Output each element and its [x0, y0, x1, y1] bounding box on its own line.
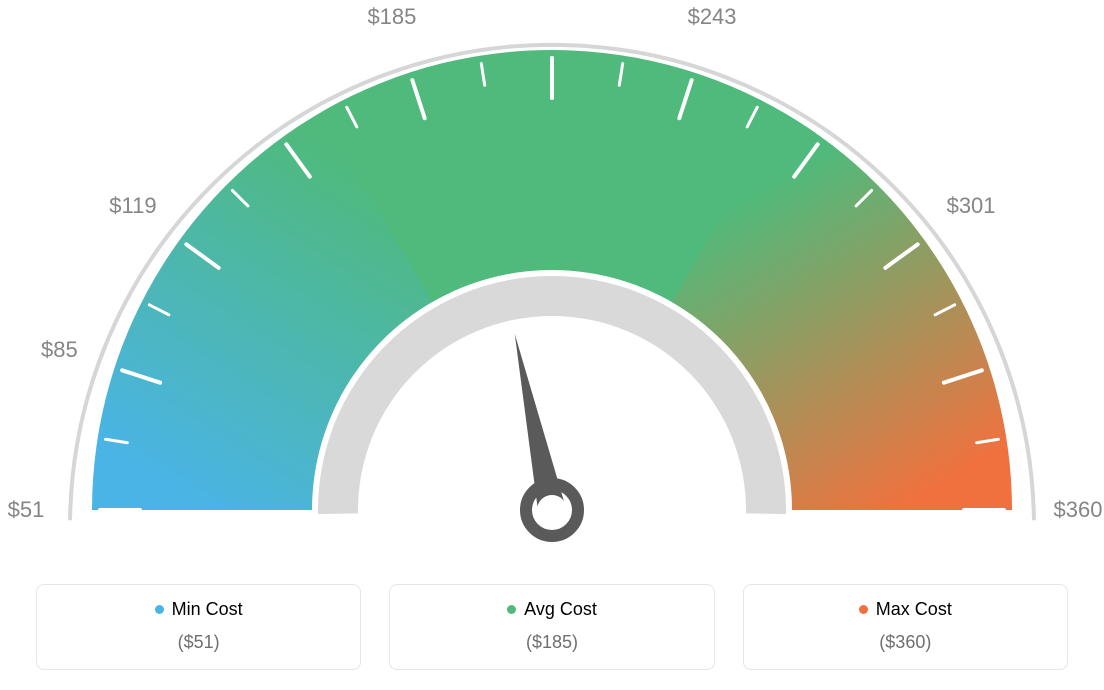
legend-avg-label: Avg Cost	[524, 599, 597, 620]
gauge-scale-label: $185	[367, 4, 416, 30]
legend-min-label: Min Cost	[172, 599, 243, 620]
legend-avg-value: ($185)	[400, 632, 703, 653]
gauge-scale-label: $119	[109, 193, 156, 219]
gauge-chart: $51 $85 $119 $185 $243 $301 $360	[0, 0, 1104, 560]
legend-avg-box: Avg Cost ($185)	[389, 584, 714, 670]
legend-max-label: Max Cost	[876, 599, 952, 620]
legend-max-title: Max Cost	[859, 599, 952, 620]
gauge-scale-label: $51	[8, 497, 45, 523]
legend-max-value: ($360)	[754, 632, 1057, 653]
gauge-scale-label: $85	[41, 337, 78, 363]
legend-min-title: Min Cost	[155, 599, 243, 620]
legend-max-dot-icon	[859, 605, 868, 614]
gauge-scale-label: $301	[947, 193, 996, 219]
legend-min-dot-icon	[155, 605, 164, 614]
legend-avg-dot-icon	[507, 605, 516, 614]
gauge-scale-label: $360	[1054, 497, 1103, 523]
gauge-svg	[0, 0, 1104, 560]
legend-row: Min Cost ($51) Avg Cost ($185) Max Cost …	[0, 584, 1104, 670]
legend-avg-title: Avg Cost	[507, 599, 597, 620]
legend-min-box: Min Cost ($51)	[36, 584, 361, 670]
legend-min-value: ($51)	[47, 632, 350, 653]
gauge-scale-label: $243	[688, 4, 737, 30]
legend-max-box: Max Cost ($360)	[743, 584, 1068, 670]
